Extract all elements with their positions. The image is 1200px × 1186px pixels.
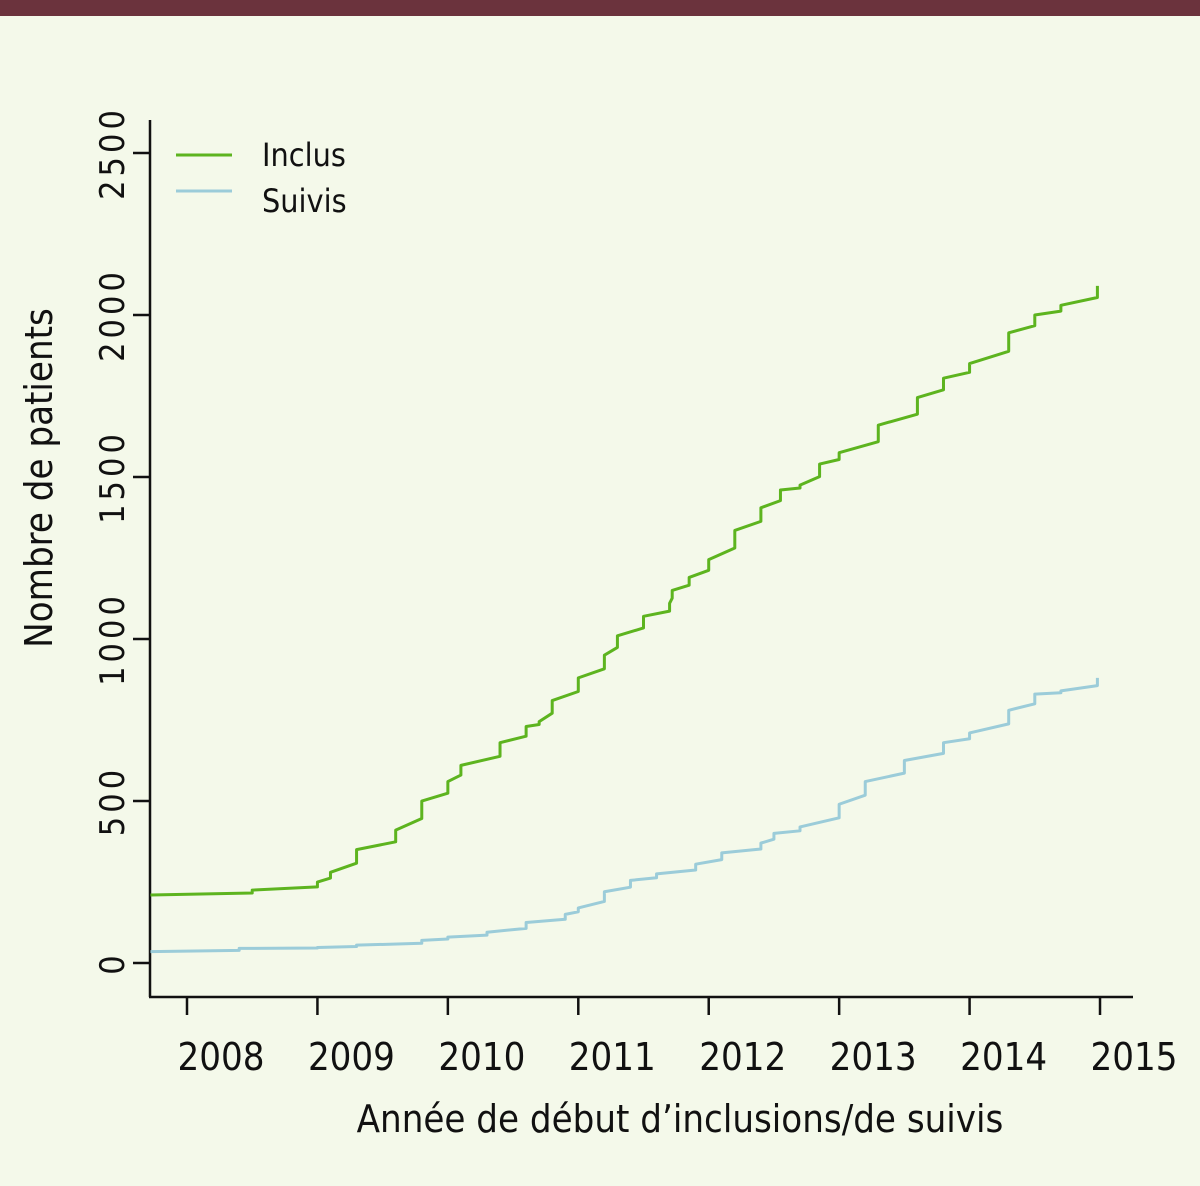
series-line-inclus — [150, 285, 1099, 897]
x-tick-label: 2010 — [438, 1035, 525, 1079]
x-axis-label: Année de début d’inclusions/de suivis — [357, 1097, 1004, 1141]
y-tick-label: 1500 — [93, 430, 133, 524]
x-tick-label: 2013 — [830, 1035, 917, 1079]
y-tick-label: 500 — [93, 766, 133, 836]
series-line-suivis — [150, 677, 1099, 954]
y-tick-label: 1000 — [93, 592, 133, 686]
x-tick-label: 2009 — [308, 1035, 395, 1079]
legend: Inclus Suivis — [176, 136, 347, 220]
x-tick-label: 2011 — [569, 1035, 656, 1079]
y-tick-label: 2500 — [93, 106, 133, 200]
y-axis-label: Nombre de patients — [17, 308, 61, 648]
header-bar — [0, 0, 1200, 16]
x-tick-label: 2014 — [960, 1035, 1047, 1079]
y-tick-label: 0 — [93, 951, 133, 974]
x-tick-label: 2008 — [178, 1035, 265, 1079]
x-tick-label: 2015 — [1091, 1035, 1178, 1079]
y-tick-label: 2000 — [93, 268, 133, 362]
x-tick-label: 2012 — [699, 1035, 786, 1079]
legend-label-suivis: Suivis — [262, 182, 347, 220]
legend-label-inclus: Inclus — [262, 136, 346, 174]
